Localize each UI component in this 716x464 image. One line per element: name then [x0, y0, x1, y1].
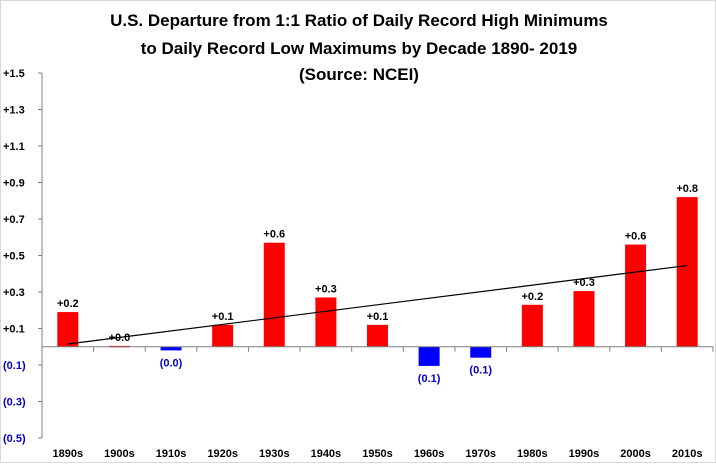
data-label-1980s: +0.2 [521, 291, 543, 303]
y-tick-label: +1.3 [3, 105, 25, 117]
bar-2000s [625, 244, 647, 347]
data-label-1910s: (0.0) [160, 357, 183, 369]
x-tick-label: 1970s [465, 448, 496, 460]
bar-1990s [573, 291, 595, 347]
bar-1940s [315, 297, 337, 347]
y-tick-label: +0.7 [3, 214, 25, 226]
x-tick-label: 2010s [672, 448, 703, 460]
data-label-1940s: +0.3 [315, 283, 337, 295]
bar-1970s [470, 346, 492, 358]
data-label-1890s: +0.2 [57, 298, 79, 310]
chart-title-line-2: to Daily Record Low Maximums by Decade 1… [140, 39, 578, 58]
x-tick-label: 1890s [53, 448, 84, 460]
y-tick-label: (0.1) [3, 360, 26, 372]
x-tick-label: 1960s [414, 448, 445, 460]
data-label-2010s: +0.8 [676, 183, 698, 195]
y-tick-label: +1.5 [3, 68, 25, 80]
x-tick-label: 1900s [104, 448, 135, 460]
x-tick-label: 2000s [620, 448, 651, 460]
x-tick-label: 1980s [517, 448, 548, 460]
data-label-1960s: (0.1) [418, 373, 441, 385]
x-tick-label: 1920s [207, 448, 238, 460]
y-tick-label: (0.3) [3, 397, 26, 409]
data-label-1930s: +0.6 [263, 229, 285, 241]
y-tick-label: +1.1 [3, 141, 25, 153]
bar-1890s [57, 312, 79, 347]
trendline [67, 264, 688, 345]
y-tick-label: +0.1 [3, 324, 25, 336]
data-label-1950s: +0.1 [367, 311, 389, 323]
bar-1980s [521, 304, 543, 347]
x-tick-label: 1950s [362, 448, 393, 460]
bar-2010s [676, 197, 698, 347]
data-label-1970s: (0.1) [469, 365, 492, 377]
x-tick-label: 1930s [259, 448, 290, 460]
y-tick-label: +0.9 [3, 178, 25, 190]
chart-source-line: (Source: NCEI) [299, 65, 419, 84]
data-label-1990s: +0.3 [573, 277, 595, 289]
x-tick-label: 1940s [311, 448, 342, 460]
chart-title-line-1: U.S. Departure from 1:1 Ratio of Daily R… [110, 11, 608, 30]
bar-1930s [263, 242, 285, 347]
bar-1960s [418, 346, 440, 366]
bar-1950s [367, 324, 388, 347]
x-tick-label: 1910s [156, 448, 187, 460]
data-label-1920s: +0.1 [212, 311, 234, 323]
x-tick-label: 1990s [569, 448, 600, 460]
y-tick-label: +0.3 [3, 287, 25, 299]
bar-1920s [212, 324, 234, 347]
bar-1910s [160, 346, 182, 351]
data-label-1900s: +0.0 [109, 332, 131, 344]
y-tick-label: (0.5) [3, 433, 26, 445]
y-tick-label: +0.5 [3, 251, 25, 263]
data-label-2000s: +0.6 [625, 231, 647, 243]
